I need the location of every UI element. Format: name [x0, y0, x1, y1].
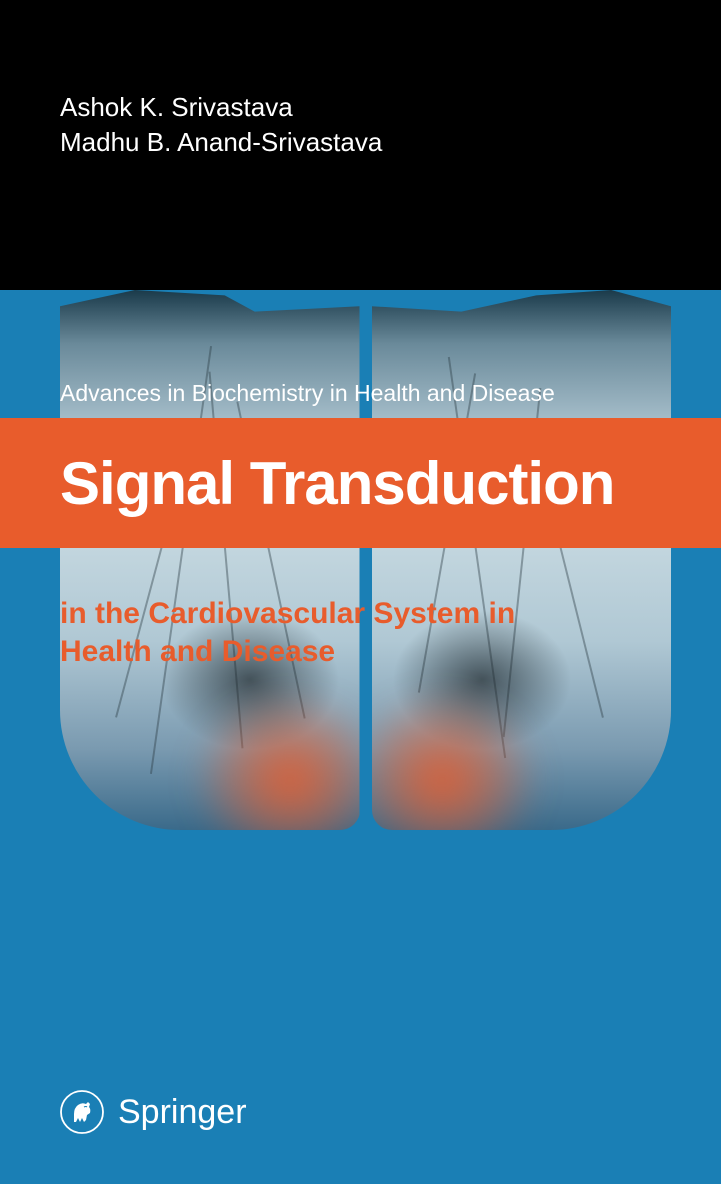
orange-glow-right [372, 690, 542, 830]
springer-horse-icon [60, 1090, 104, 1134]
xray-panel-right [372, 290, 672, 830]
series-name: Advances in Biochemistry in Health and D… [60, 380, 555, 407]
publisher-block: Springer [60, 1090, 247, 1134]
orange-glow-left [190, 690, 360, 830]
authors-block: Ashok K. Srivastava Madhu B. Anand-Sriva… [60, 90, 382, 160]
author-line: Ashok K. Srivastava [60, 90, 382, 125]
xray-image-container [60, 290, 671, 830]
title-band: Signal Transduction [0, 418, 721, 548]
book-cover: Ashok K. Srivastava Madhu B. Anand-Sriva… [0, 0, 721, 1184]
author-line: Madhu B. Anand-Srivastava [60, 125, 382, 160]
xray-panel-left [60, 290, 360, 830]
main-title: Signal Transduction [60, 449, 614, 518]
publisher-name: Springer [118, 1093, 247, 1132]
subtitle: in the Cardiovascular System in Health a… [60, 595, 580, 670]
